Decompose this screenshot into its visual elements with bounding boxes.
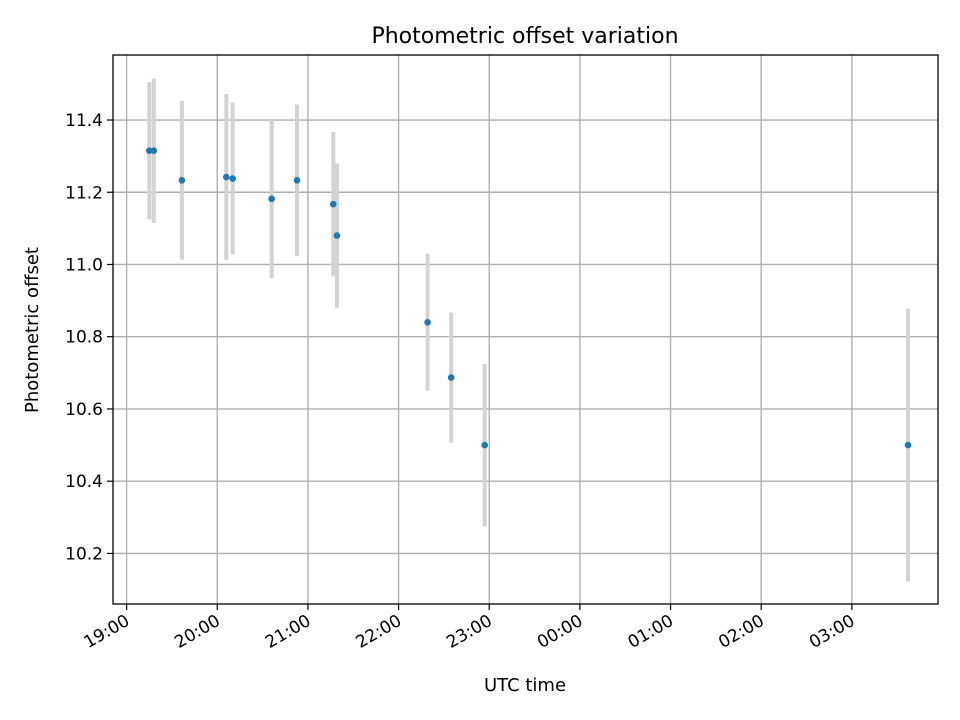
x-axis-ticks: 19:00 20:00 21:00 22:00 23:00 00:00 01:00 02:00… — [81, 604, 858, 653]
data-point — [145, 147, 153, 155]
data-point — [330, 200, 337, 208]
data-point — [178, 177, 186, 184]
data-point — [268, 195, 275, 203]
x-tick-label: 23:00 — [443, 611, 495, 653]
y-tick-label: 10.6 — [65, 400, 103, 420]
x-tick-label: 19:00 — [81, 611, 133, 653]
data-point — [223, 173, 230, 181]
data-points — [145, 147, 912, 449]
x-tick-label: 22:00 — [353, 611, 405, 653]
error-bars — [147, 78, 911, 582]
data-point — [293, 177, 301, 184]
x-axis-label: UTC time — [484, 675, 566, 696]
data-point — [150, 147, 158, 155]
y-tick-label: 10.8 — [65, 328, 103, 348]
y-axis-label: Photometric offset — [22, 247, 43, 413]
grid — [113, 55, 938, 604]
chart-title: Photometric offset variation — [371, 24, 678, 49]
x-tick-label: 02:00 — [715, 611, 767, 653]
plot-frame — [112, 54, 939, 605]
y-tick-label: 11.4 — [65, 111, 103, 131]
data-point — [904, 441, 912, 449]
data-point — [481, 441, 489, 449]
data-point — [333, 232, 341, 239]
x-tick-label: 03:00 — [806, 611, 858, 653]
x-tick-label: 20:00 — [171, 611, 223, 653]
x-tick-label: 21:00 — [262, 611, 314, 653]
data-point — [229, 175, 236, 182]
y-axis-ticks: 10.2 10.4 10.6 10.8 11.0 11.2 11.4 — [65, 111, 113, 564]
data-point — [447, 374, 455, 381]
y-tick-label: 11.2 — [65, 183, 103, 203]
x-tick-label: 00:00 — [534, 611, 586, 653]
y-tick-label: 10.2 — [65, 544, 103, 564]
data-point — [424, 318, 431, 326]
y-tick-label: 10.4 — [65, 472, 103, 492]
y-tick-label: 11.0 — [65, 255, 103, 275]
x-tick-label: 01:00 — [625, 611, 677, 653]
